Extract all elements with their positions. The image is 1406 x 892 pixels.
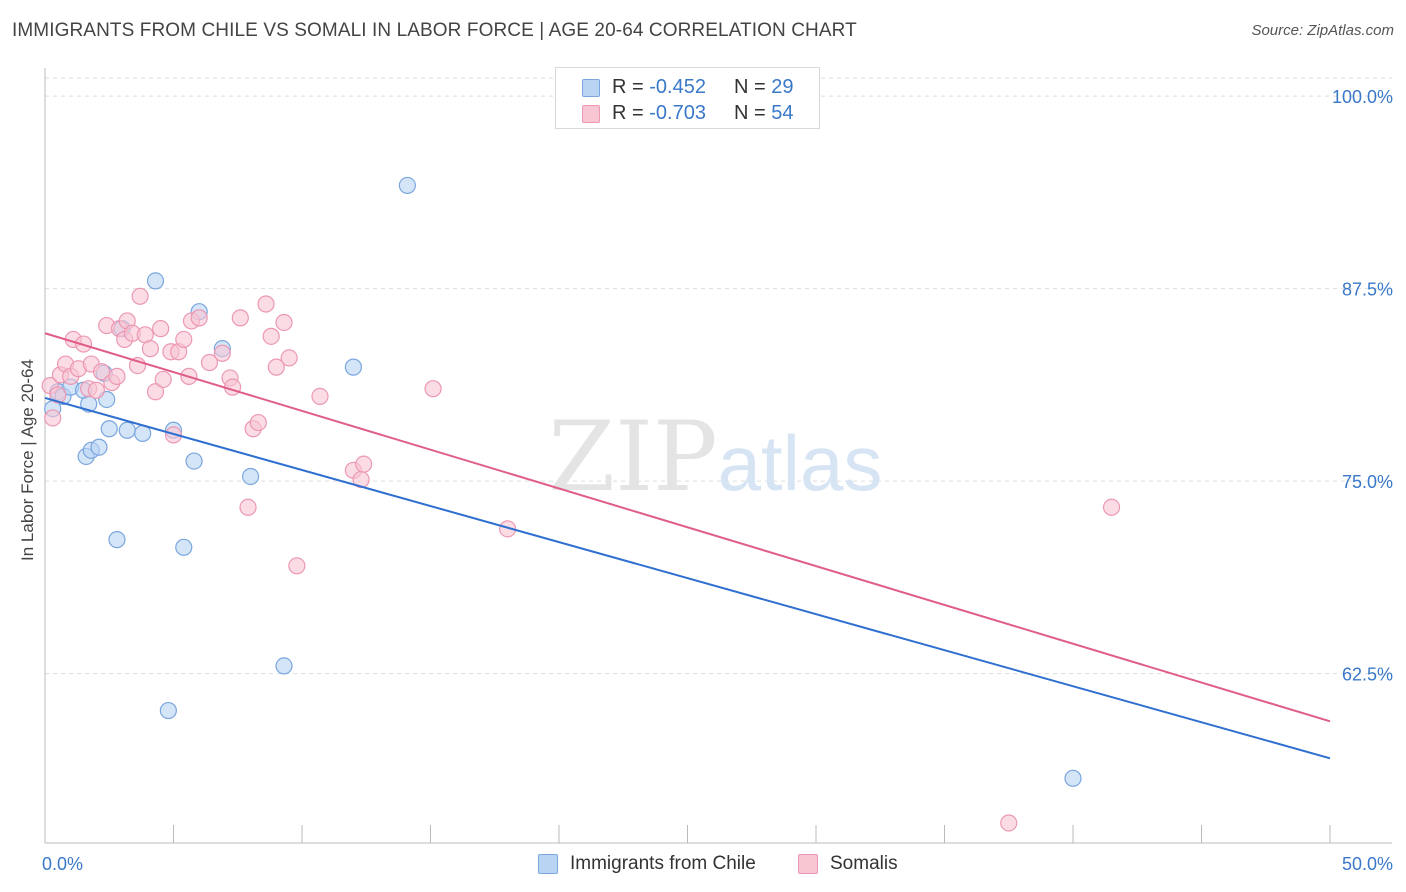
legend-label-chile: Immigrants from Chile	[570, 853, 756, 874]
somali-point-55	[1102, 498, 1121, 516]
somali-point-53	[499, 520, 517, 538]
somali-point-30	[175, 330, 193, 349]
somali-legend-swatch	[798, 854, 818, 874]
chile-trend-line	[44, 396, 1331, 760]
somali-point-11	[87, 381, 106, 399]
chile-swatch	[582, 79, 600, 97]
somali-n-value: 54	[771, 102, 794, 124]
somali-point-48	[311, 387, 329, 405]
chile-point-15	[108, 531, 126, 549]
stats-legend: R = -0.452 N = 29 R = -0.703 N = 54	[555, 67, 820, 129]
x-tick-label-min: 0.0%	[42, 854, 83, 874]
somali-point-52	[424, 380, 442, 398]
somali-point-33	[190, 309, 208, 327]
somali-point-34	[200, 353, 219, 372]
somali-point-25	[152, 320, 170, 338]
somali-point-41	[249, 413, 267, 432]
somali-point-37	[224, 378, 242, 396]
chile-point-19	[185, 452, 203, 470]
somali-point-44	[267, 358, 285, 376]
chile-point-11	[100, 420, 118, 438]
x-tick-label-max: 50.0%	[1342, 854, 1393, 874]
somali-point-12	[92, 363, 111, 381]
y-tick-label-0: 100.0%	[1332, 87, 1393, 107]
tick-labels: 100.0% 87.5% 75.0% 62.5% 0.0% 50.0%	[42, 87, 1393, 874]
chile-point-8	[90, 438, 108, 456]
somali-point-51	[355, 455, 373, 473]
watermark-zip: ZIP	[548, 401, 717, 513]
somali-swatch	[582, 105, 600, 123]
chile-point-26	[398, 176, 416, 195]
somali-point-1	[44, 409, 62, 427]
somali-point-43	[262, 327, 280, 345]
trend-lines	[44, 332, 1331, 760]
chile-r-value: -0.452	[649, 76, 706, 98]
somali-point-54	[1000, 814, 1018, 832]
somali-point-38	[231, 309, 249, 327]
somali-point-35	[213, 344, 231, 362]
chile-point-22	[242, 467, 260, 486]
somali-point-46	[280, 349, 298, 367]
chile-point-16	[146, 272, 165, 290]
y-axis-label: In Labor Force | Age 20-64	[18, 359, 37, 561]
watermark: ZIP atlas	[548, 401, 882, 513]
legend-label-somali: Somalis	[830, 853, 898, 874]
somali-point-24	[146, 383, 165, 401]
somali-point-26	[154, 370, 172, 389]
series-somali-points	[41, 287, 1121, 832]
chart-title: IMMIGRANTS FROM CHILE VS SOMALI IN LABOR…	[12, 20, 857, 41]
somali-r-value: -0.703	[649, 102, 706, 124]
somali-point-23	[141, 340, 159, 358]
chile-point-13	[118, 421, 136, 439]
chile-legend-swatch	[538, 854, 558, 874]
somali-point-2	[49, 386, 67, 404]
somali-point-42	[257, 295, 275, 313]
y-tick-label-2: 75.0%	[1342, 472, 1393, 492]
watermark-atlas: atlas	[718, 419, 883, 507]
stats-row-somali: R = -0.703 N = 54	[556, 100, 819, 128]
chile-point-24	[159, 701, 177, 720]
somali-point-21	[131, 287, 149, 305]
chile-point-27	[1064, 769, 1082, 787]
somali-trend-line	[44, 332, 1331, 723]
gridlines	[45, 77, 1392, 675]
source-label: Source: ZipAtlas.com	[1251, 22, 1394, 39]
stats-row-chile: R = -0.452 N = 29	[556, 74, 819, 102]
chile-n-value: 29	[771, 76, 794, 98]
chile-point-23	[275, 657, 293, 675]
y-tick-label-3: 62.5%	[1342, 665, 1393, 685]
chile-point-25	[344, 358, 362, 376]
somali-point-47	[288, 557, 306, 575]
y-tick-label-1: 87.5%	[1342, 280, 1393, 300]
axes	[44, 68, 1392, 844]
series-legend: Immigrants from Chile Somalis	[0, 852, 1406, 878]
somali-point-45	[275, 313, 293, 332]
somali-point-39	[239, 498, 257, 516]
chile-point-18	[175, 538, 193, 556]
somali-point-15	[108, 367, 126, 385]
